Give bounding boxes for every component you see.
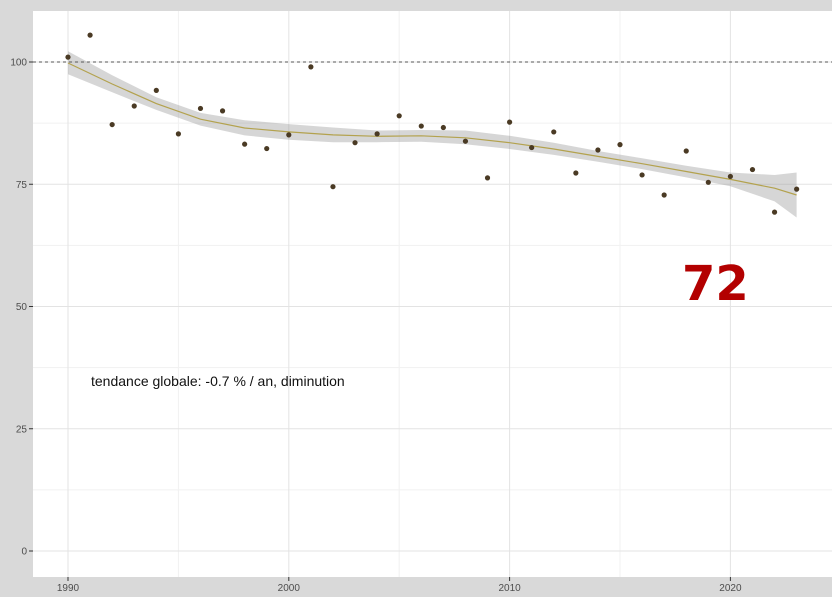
data-point <box>484 175 491 181</box>
data-point <box>352 140 358 146</box>
confidence-band <box>68 51 797 218</box>
data-point <box>462 138 469 144</box>
x-tick-label: 2010 <box>498 583 521 594</box>
x-tick-label: 2020 <box>719 583 742 594</box>
data-point <box>87 32 93 38</box>
value-badge: 72 <box>682 256 749 312</box>
data-point <box>705 179 711 185</box>
data-point <box>109 121 115 128</box>
data-point <box>617 142 623 148</box>
grid-minor <box>33 11 832 577</box>
data-point <box>219 108 226 114</box>
data-point <box>396 113 402 119</box>
data-point <box>771 209 778 215</box>
y-tick-label: 100 <box>10 58 27 69</box>
trend-annotation: tendance globale: -0.7 % / an, diminutio… <box>91 373 345 389</box>
y-tick-label: 75 <box>16 180 28 191</box>
smooth-line-layer <box>67 62 797 196</box>
confidence-ribbon-layer <box>68 51 797 218</box>
data-point <box>683 148 689 154</box>
data-point <box>175 131 181 137</box>
data-point <box>661 192 667 198</box>
data-point <box>153 87 159 93</box>
data-point <box>529 144 535 151</box>
data-point <box>65 54 71 60</box>
data-point <box>440 124 446 131</box>
data-point <box>551 129 557 135</box>
data-point <box>330 184 336 190</box>
data-point <box>639 172 645 178</box>
plot-panel <box>33 11 832 577</box>
y-tick-label: 50 <box>16 302 28 313</box>
trend-line <box>67 62 797 196</box>
data-point <box>727 173 734 180</box>
data-point <box>264 145 270 152</box>
data-point <box>308 64 314 70</box>
data-point <box>595 147 601 153</box>
data-point <box>418 123 424 129</box>
data-points <box>65 32 800 215</box>
y-tick-label: 0 <box>21 547 27 558</box>
axes: 0 25 50 75 100 1990 2000 2010 2020 <box>10 58 742 595</box>
data-point <box>794 186 800 192</box>
data-point <box>573 170 579 176</box>
x-tick-label: 1990 <box>57 583 80 594</box>
data-point <box>749 166 756 173</box>
data-point <box>507 119 513 125</box>
x-tick-label: 2000 <box>278 583 301 594</box>
data-point <box>131 103 137 109</box>
data-point <box>374 131 380 137</box>
data-point <box>286 132 292 138</box>
y-tick-label: 25 <box>16 424 28 435</box>
data-point <box>197 105 204 112</box>
data-point <box>242 141 248 147</box>
